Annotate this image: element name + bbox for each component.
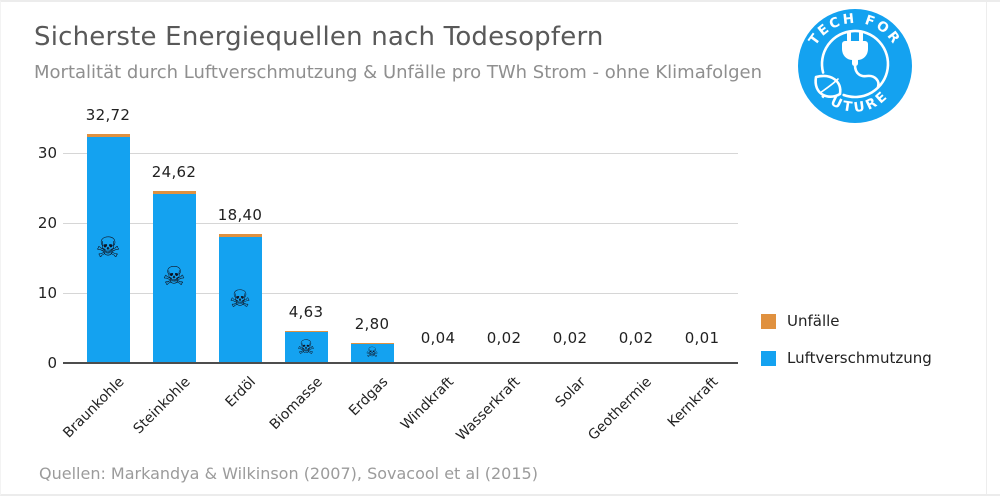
- bar-braunkohle[interactable]: ☠: [86, 133, 130, 363]
- bar-segment-unfaelle: [350, 343, 394, 345]
- bar-value-label: 2,80: [354, 315, 390, 334]
- bar-value-label: 24,62: [151, 162, 197, 181]
- skull-crossbones-icon: ☠: [297, 334, 315, 359]
- bar-segment-luftverschmutzung: [350, 344, 394, 363]
- bar-erdöl[interactable]: ☠: [218, 234, 262, 363]
- sources-footnote: Quellen: Markandya & Wilkinson (2007), S…: [39, 464, 538, 483]
- bar-value-label: 18,40: [217, 206, 263, 225]
- legend-item-luftverschmutzung: Luftverschmutzung: [761, 349, 932, 367]
- bar-segment-unfaelle: [152, 190, 196, 194]
- bar-segment-luftverschmutzung: [218, 237, 262, 363]
- x-axis-label-biomasse: Biomasse: [266, 374, 326, 434]
- x-axis-label-windkraft: Windkraft: [398, 374, 458, 434]
- x-axis-label-kernkraft: Kernkraft: [664, 374, 722, 431]
- skull-crossbones-icon: ☠: [365, 345, 379, 362]
- x-axis-line: [63, 362, 738, 364]
- bar-segment-luftverschmutzung: [86, 136, 130, 363]
- legend-label: Luftverschmutzung: [787, 349, 932, 367]
- x-axis-label-erdöl: Erdöl: [222, 374, 260, 411]
- plug-icon: [842, 31, 868, 66]
- x-axis-label-solar: Solar: [552, 374, 590, 411]
- page-subtitle: Mortalität durch Luftverschmutzung & Unf…: [34, 62, 763, 83]
- skull-crossbones-icon: ☠: [95, 231, 121, 265]
- x-axis-label-erdgas: Erdgas: [346, 374, 392, 420]
- leaf-icon: [814, 74, 842, 98]
- x-axis-label-braunkohle: Braunkohle: [59, 374, 128, 442]
- y-axis-tick-0: 0: [47, 354, 57, 372]
- gridline-y30: [63, 153, 738, 154]
- skull-crossbones-icon: ☠: [229, 284, 251, 313]
- x-axis-label-wasserkraft: Wasserkraft: [453, 374, 524, 445]
- bar-value-label: 4,63: [288, 302, 324, 321]
- bar-biomasse[interactable]: ☠: [284, 330, 328, 363]
- chart-legend: Unfälle Luftverschmutzung: [761, 312, 932, 386]
- bar-value-label: 0,02: [552, 329, 588, 347]
- legend-swatch-unfaelle: [761, 313, 776, 329]
- bar-segment-luftverschmutzung: [284, 331, 328, 363]
- y-axis-tick-20: 20: [37, 214, 57, 232]
- x-axis-label-steinkohle: Steinkohle: [130, 374, 194, 438]
- page-edge-line: [986, 2, 987, 494]
- y-axis-tick-30: 30: [37, 144, 57, 162]
- bar-segment-unfaelle: [284, 330, 328, 332]
- bar-segment-unfaelle: [218, 234, 262, 238]
- bar-segment-luftverschmutzung: [152, 193, 196, 363]
- bar-segment-unfaelle: [86, 133, 130, 137]
- gridline-y20: [63, 223, 738, 224]
- bar-value-label: 0,04: [420, 329, 456, 347]
- page-title: Sicherste Energiequellen nach Todesopfer…: [34, 22, 604, 52]
- logo-cord-ring: [820, 29, 890, 99]
- gridline-y10: [63, 293, 738, 294]
- bar-steinkohle[interactable]: ☠: [152, 190, 196, 363]
- y-axis-tick-10: 10: [37, 284, 57, 302]
- bar-value-label: 0,01: [684, 329, 720, 347]
- bar-value-label: 0,02: [486, 329, 522, 347]
- legend-label: Unfälle: [787, 312, 840, 330]
- bar-value-label: 32,72: [85, 106, 131, 124]
- skull-crossbones-icon: ☠: [162, 261, 186, 292]
- legend-item-unfaelle: Unfälle: [761, 312, 932, 330]
- x-axis-label-geothermie: Geothermie: [585, 374, 656, 444]
- bar-value-label: 0,02: [618, 329, 654, 347]
- logo-cord-curl: [853, 63, 880, 89]
- legend-swatch-luftverschmutzung: [761, 350, 776, 366]
- tech-for-future-logo: TECH FOR FUTURE: [798, 9, 912, 123]
- bar-erdgas[interactable]: ☠: [350, 343, 394, 363]
